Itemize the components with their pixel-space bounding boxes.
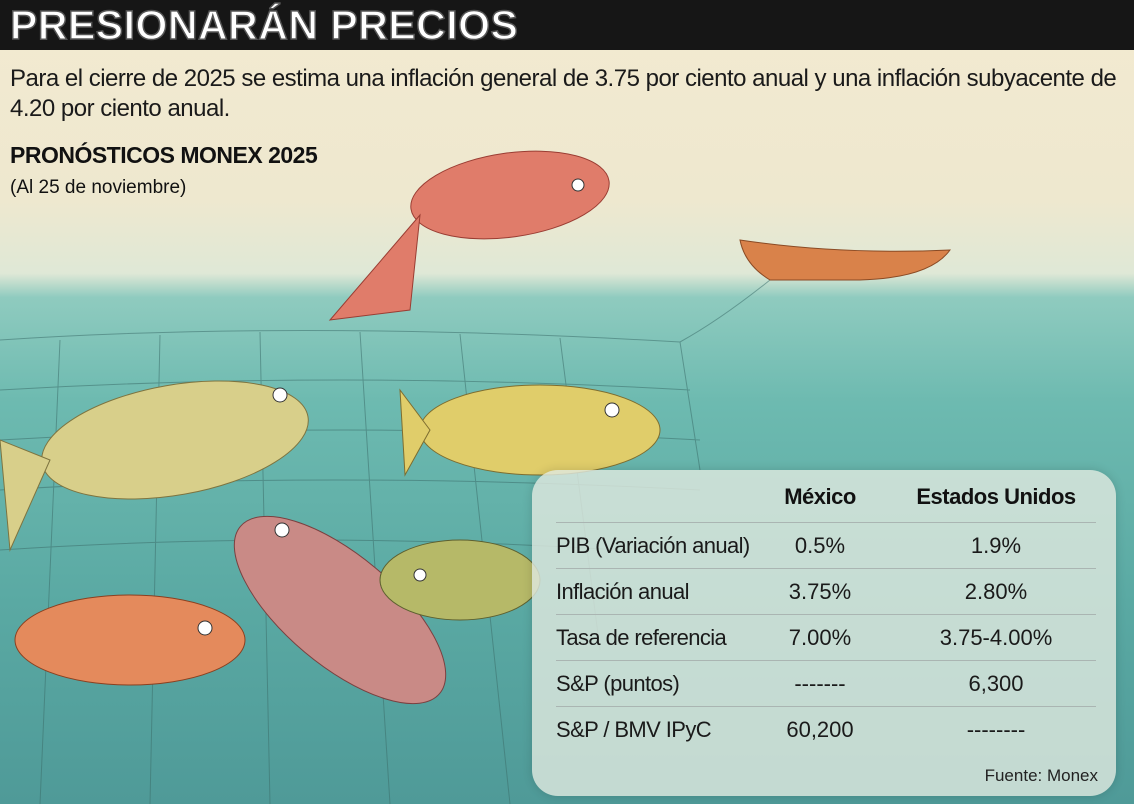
row-label: PIB (Variación anual)	[556, 533, 750, 558]
table-row: Inflación anual 3.75% 2.80%	[556, 568, 1096, 615]
table-row: Tasa de referencia 7.00% 3.75-4.00%	[556, 614, 1096, 661]
usa-value: 2.80%	[964, 579, 1028, 604]
fish-red-jumping	[328, 150, 610, 321]
fish-yellow-center	[399, 384, 661, 477]
table-row: S&P / BMV IPyC 60,200 --------	[556, 706, 1096, 753]
row-label: S&P (puntos)	[556, 671, 680, 696]
fish-green	[379, 539, 541, 621]
mexico-value: -------	[794, 671, 846, 696]
row-label: Inflación anual	[556, 579, 689, 604]
table-row: PIB (Variación anual) 0.5% 1.9%	[556, 522, 1096, 569]
row-label: S&P / BMV IPyC	[556, 717, 712, 742]
column-header-mexico: México	[784, 484, 856, 509]
intro-text: Para el cierre de 2025 se estima una inf…	[10, 65, 1117, 122]
boat-icon	[739, 239, 952, 281]
usa-value: --------	[966, 717, 1026, 742]
headline: PRESIONARÁN PRECIOS	[9, 1, 519, 49]
fish-yellow-left	[0, 380, 309, 552]
subtitle: PRONÓSTICOS MONEX 2025	[10, 142, 318, 168]
usa-value: 3.75-4.00%	[939, 625, 1053, 650]
fish-pink	[233, 515, 447, 705]
date-note: (Al 25 de noviembre)	[10, 177, 187, 198]
usa-value: 6,300	[968, 671, 1024, 696]
header-bar: PRESIONARÁN PRECIOS	[0, 0, 1134, 50]
usa-value: 1.9%	[970, 533, 1022, 558]
mexico-value: 60,200	[786, 717, 854, 742]
forecast-table: México Estados Unidos PIB (Variación anu…	[532, 470, 1116, 796]
mexico-value: 7.00%	[788, 625, 852, 650]
mexico-value: 3.75%	[788, 579, 852, 604]
mexico-value: 0.5%	[794, 533, 846, 558]
table-row: S&P (puntos) ------- 6,300	[556, 660, 1096, 707]
source-note: Fuente: Monex	[984, 766, 1098, 785]
fish-orange	[14, 594, 246, 686]
row-label: Tasa de referencia	[556, 625, 727, 650]
fish-net-illustration	[0, 150, 952, 804]
column-header-usa: Estados Unidos	[916, 484, 1076, 509]
